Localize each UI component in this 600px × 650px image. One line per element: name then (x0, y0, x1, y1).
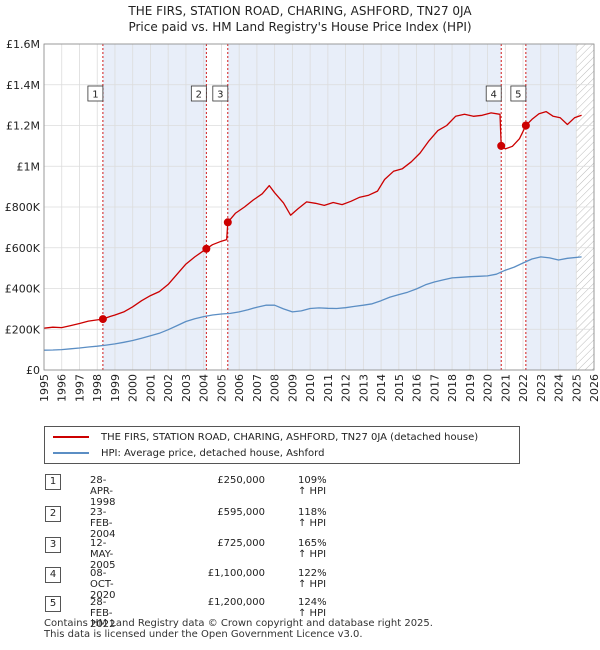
x-tick-label: 2008 (269, 374, 282, 402)
sale-marker-box (510, 85, 527, 102)
sale-point (98, 315, 107, 324)
x-tick-label: 2007 (251, 374, 264, 402)
sale-hpi: 118% ↑ HPI (298, 507, 327, 529)
x-tick-label: 2013 (357, 374, 370, 402)
sale-marker-label: 4 (491, 90, 497, 101)
y-tick-label: £0 (26, 364, 40, 377)
x-tick-label: 2021 (499, 374, 512, 402)
sale-hpi: 165% ↑ HPI (298, 538, 327, 560)
plot-border (43, 43, 595, 371)
x-tick-label: 2010 (304, 374, 317, 402)
x-tick-label: 2001 (144, 374, 157, 402)
sale-date: 23-FEB-2004 (90, 507, 116, 540)
y-tick-label: £200K (5, 323, 41, 336)
x-tick-label: 1998 (91, 374, 104, 402)
sale-number: 2 (45, 506, 61, 522)
sale-date: 28-APR-1998 (90, 475, 116, 508)
sale-number: 3 (45, 537, 61, 553)
legend-label-hpi: HPI: Average price, detached house, Ashf… (101, 447, 325, 459)
hpi-line (43, 256, 582, 351)
x-tick-label: 2022 (517, 374, 530, 402)
x-tick-label: 2006 (233, 374, 246, 402)
x-tick-label: 2016 (411, 374, 424, 402)
y-tick-label: £400K (5, 283, 41, 296)
x-tick-label: 2017 (428, 374, 441, 402)
chart-subtitle: Price paid vs. HM Land Registry's House … (128, 20, 472, 34)
y-tick-label: £1.6M (6, 38, 40, 51)
sale-marker-label: 5 (515, 90, 521, 101)
x-tick-label: 2009 (286, 374, 299, 402)
sale-date: 12-MAY-2005 (90, 538, 116, 571)
x-tick-label: 2011 (322, 374, 335, 402)
legend-item-hpi: HPI: Average price, detached house, Ashf… (53, 445, 324, 461)
sale-marker-label: 1 (92, 90, 98, 101)
sale-number: 4 (45, 567, 61, 583)
sale-marker-box (212, 85, 229, 102)
x-tick-label: 2018 (446, 374, 459, 402)
y-tick-label: £800K (5, 201, 41, 214)
x-tick-label: 2012 (340, 374, 353, 402)
sale-marker-label: 3 (217, 90, 223, 101)
sale-marker-label: 2 (196, 90, 202, 101)
sale-price: £250,000 (217, 475, 265, 486)
x-tick-label: 2014 (375, 374, 388, 402)
sale-point (497, 141, 506, 150)
x-tick-label: 2024 (553, 374, 566, 402)
y-tick-label: £1.4M (6, 79, 40, 92)
chart-svg: £0 £200K £400K £600K £800K £1M £1.2M £1.4M £1.6M… (5, 38, 600, 402)
x-tick-label: 2003 (180, 374, 193, 402)
sale-marker-box (485, 85, 502, 102)
x-tick-label: 2026 (588, 374, 600, 402)
sale-point (202, 244, 211, 253)
x-tick-label: 2005 (215, 374, 228, 402)
x-tick-label: 1996 (56, 374, 69, 402)
sale-price: £1,200,000 (207, 597, 265, 608)
sale-point (521, 121, 530, 130)
legend-item-property: THE FIRS, STATION ROAD, CHARING, ASHFORD… (53, 429, 478, 445)
x-tick-label: 2023 (535, 374, 548, 402)
footer-copyright: Contains HM Land Registry data © Crown c… (44, 618, 433, 629)
x-tick-label: 2000 (127, 374, 140, 402)
x-tick-label: 1995 (38, 374, 51, 402)
footer: Contains HM Land Registry data © Crown c… (44, 618, 433, 640)
legend-swatch-hpi (53, 452, 89, 454)
x-tick-label: 2020 (482, 374, 495, 402)
sale-date: 28-FEB-2022 (90, 597, 116, 630)
legend-label-property: THE FIRS, STATION ROAD, CHARING, ASHFORD… (101, 431, 479, 443)
sale-hpi: 122% ↑ HPI (298, 568, 327, 590)
sale-number: 5 (45, 596, 61, 612)
x-tick-label: 2004 (198, 374, 211, 402)
footer-licence: This data is licensed under the Open Gov… (44, 629, 363, 640)
y-tick-label: £600K (5, 242, 41, 255)
sale-hpi: 124% ↑ HPI (298, 597, 327, 619)
sale-hpi: 109% ↑ HPI (298, 475, 327, 497)
sale-price: £595,000 (217, 507, 265, 518)
sale-point (223, 218, 232, 227)
sale-date: 08-OCT-2020 (90, 568, 116, 601)
sale-price: £1,100,000 (207, 568, 265, 579)
x-tick-label: 2002 (162, 374, 175, 402)
sale-marker-box (87, 85, 104, 102)
x-tick-label: 2025 (570, 374, 583, 402)
legend: THE FIRS, STATION ROAD, CHARING, ASHFORD… (44, 426, 520, 464)
y-tick-label: £1M (17, 160, 41, 173)
x-tick-label: 1999 (109, 374, 122, 402)
y-tick-label: £1.2M (6, 120, 40, 133)
x-tick-label: 1997 (73, 374, 86, 402)
sale-number: 1 (45, 474, 61, 490)
legend-swatch-property (53, 436, 89, 438)
x-tick-label: 2015 (393, 374, 406, 402)
sale-price: £725,000 (217, 538, 265, 549)
x-tick-label: 2019 (464, 374, 477, 402)
sale-marker-box (190, 85, 207, 102)
chart-title: THE FIRS, STATION ROAD, CHARING, ASHFORD… (128, 4, 472, 18)
